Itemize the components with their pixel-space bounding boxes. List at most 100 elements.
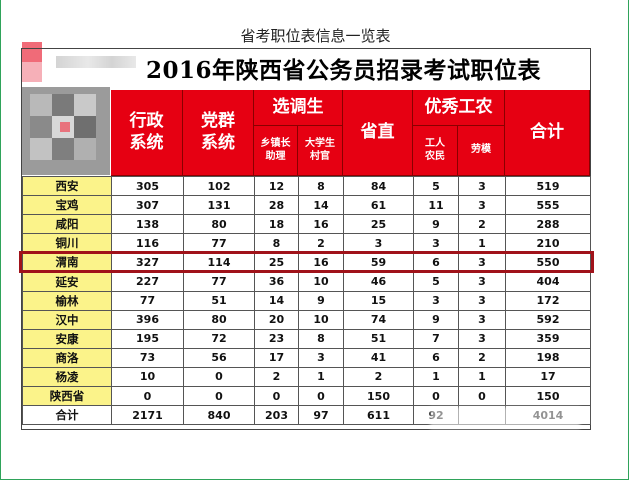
- table-row: 渭南 327 114 25 16 59 6 3 550: [22, 252, 591, 273]
- logo-image: [22, 42, 112, 177]
- header-xiangzhen: 乡镇长 助理: [254, 126, 298, 176]
- region-cell: 杨凌: [22, 366, 112, 388]
- value-cell: 3: [458, 328, 506, 349]
- table-row: 杨凌 10 0 2 1 2 1 1 17: [22, 366, 591, 388]
- value-cell: 327: [111, 252, 184, 273]
- value-cell: 16: [298, 214, 344, 235]
- page-title: 省考职位表信息一览表: [240, 27, 391, 45]
- region-cell: 宝鸡: [22, 195, 112, 216]
- value-cell: 46: [343, 271, 414, 292]
- value-cell: 80: [183, 214, 255, 235]
- header-daxuesheng-line1: 大学生: [305, 138, 335, 149]
- value-cell: 14: [298, 195, 344, 216]
- value-cell: 1: [458, 366, 506, 388]
- value-cell: 10: [298, 271, 344, 292]
- value-cell: 114: [183, 252, 255, 273]
- header-laomo: 劳模: [458, 126, 505, 176]
- value-cell: 56: [183, 347, 255, 368]
- value-cell: 0: [413, 386, 459, 407]
- header-daxuesheng-line2: 村官: [310, 150, 330, 162]
- value-cell: 14: [254, 290, 299, 311]
- table-row: 宝鸡 307 131 28 14 61 11 3 555: [22, 195, 591, 216]
- value-cell: 17: [254, 347, 299, 368]
- value-cell: 3: [458, 195, 506, 216]
- value-cell: 23: [254, 328, 299, 349]
- region-cell: 咸阳: [22, 214, 112, 235]
- value-cell: 10: [298, 309, 344, 330]
- value-cell: 8: [254, 233, 299, 254]
- table-border: [21, 48, 591, 430]
- value-cell: 227: [111, 271, 184, 292]
- region-cell: 渭南: [22, 252, 112, 273]
- header-daxuesheng: 大学生 村官: [298, 126, 343, 176]
- header-xiangzhen-line2: 助理: [265, 150, 286, 162]
- value-cell: 5: [413, 175, 459, 197]
- value-cell: 3: [458, 309, 506, 330]
- watermark: [430, 407, 580, 429]
- value-cell: 16: [298, 252, 344, 273]
- value-cell: 77: [111, 290, 184, 311]
- value-cell: 51: [343, 328, 414, 349]
- table-row: 商洛 73 56 17 3 41 6 2 198: [22, 347, 591, 368]
- region-cell: 商洛: [22, 347, 112, 368]
- value-cell: 288: [505, 214, 591, 235]
- table-title: 2016年陕西省公务员招录考试职位表: [146, 57, 542, 84]
- value-cell: 2: [458, 347, 506, 368]
- value-cell: 28: [254, 195, 299, 216]
- value-cell: 2: [458, 214, 506, 235]
- region-cell: 铜川: [22, 233, 112, 254]
- value-cell: 203: [254, 405, 299, 426]
- header-dangqun: 党群 系统: [183, 90, 254, 176]
- value-cell: 3: [413, 233, 459, 254]
- value-cell: 0: [183, 366, 255, 388]
- value-cell: 59: [343, 252, 414, 273]
- value-cell: 172: [505, 290, 591, 311]
- value-cell: 519: [505, 175, 591, 197]
- header-dangqun-line1: 党群: [201, 111, 235, 132]
- table-row: 汉中 396 80 20 10 74 9 3 592: [22, 309, 591, 330]
- value-cell: 555: [505, 195, 591, 216]
- table-row: 西安 305 102 12 8 84 5 3 519: [22, 175, 591, 197]
- value-cell: 73: [111, 347, 184, 368]
- header-heji: 合计: [505, 90, 590, 176]
- value-cell: 41: [343, 347, 414, 368]
- value-cell: 6: [413, 347, 459, 368]
- value-cell: 3: [413, 290, 459, 311]
- value-cell: 0: [254, 386, 299, 407]
- region-cell: 延安: [22, 271, 112, 292]
- value-cell: 116: [111, 233, 184, 254]
- value-cell: 9: [298, 290, 344, 311]
- value-cell: 195: [111, 328, 184, 349]
- table-row: 铜川 116 77 8 2 3 3 1 210: [22, 233, 591, 254]
- value-cell: 80: [183, 309, 255, 330]
- value-cell: 12: [254, 175, 299, 197]
- header-xingzheng: 行政 系统: [111, 90, 183, 176]
- value-cell: 840: [183, 405, 255, 426]
- value-cell: 2: [343, 366, 414, 388]
- value-cell: 10: [111, 366, 184, 388]
- value-cell: 5: [413, 271, 459, 292]
- value-cell: 97: [298, 405, 344, 426]
- header-youxiu-label: 优秀工农: [424, 96, 493, 117]
- value-cell: 359: [505, 328, 591, 349]
- table-row: 咸阳 138 80 18 16 25 9 2 288: [22, 214, 591, 235]
- value-cell: 0: [111, 386, 184, 407]
- value-cell: 77: [183, 271, 255, 292]
- table-row: 延安 227 77 36 10 46 5 3 404: [22, 271, 591, 292]
- header-xingzheng-line1: 行政: [129, 111, 164, 132]
- value-cell: 3: [343, 233, 414, 254]
- value-cell: 150: [505, 386, 591, 407]
- value-cell: 307: [111, 195, 184, 216]
- value-cell: 25: [343, 214, 414, 235]
- value-cell: 17: [505, 366, 591, 388]
- value-cell: 61: [343, 195, 414, 216]
- region-cell: 合计: [22, 405, 112, 426]
- value-cell: 1: [298, 366, 344, 388]
- value-cell: 72: [183, 328, 255, 349]
- value-cell: 9: [413, 214, 459, 235]
- header-gongren: 工人 农民: [413, 126, 458, 176]
- region-cell: 陕西省: [22, 386, 112, 407]
- header-xingzheng-line2: 系统: [129, 132, 164, 153]
- header-shengzhi-label: 省直: [360, 121, 395, 142]
- value-cell: 611: [343, 405, 414, 426]
